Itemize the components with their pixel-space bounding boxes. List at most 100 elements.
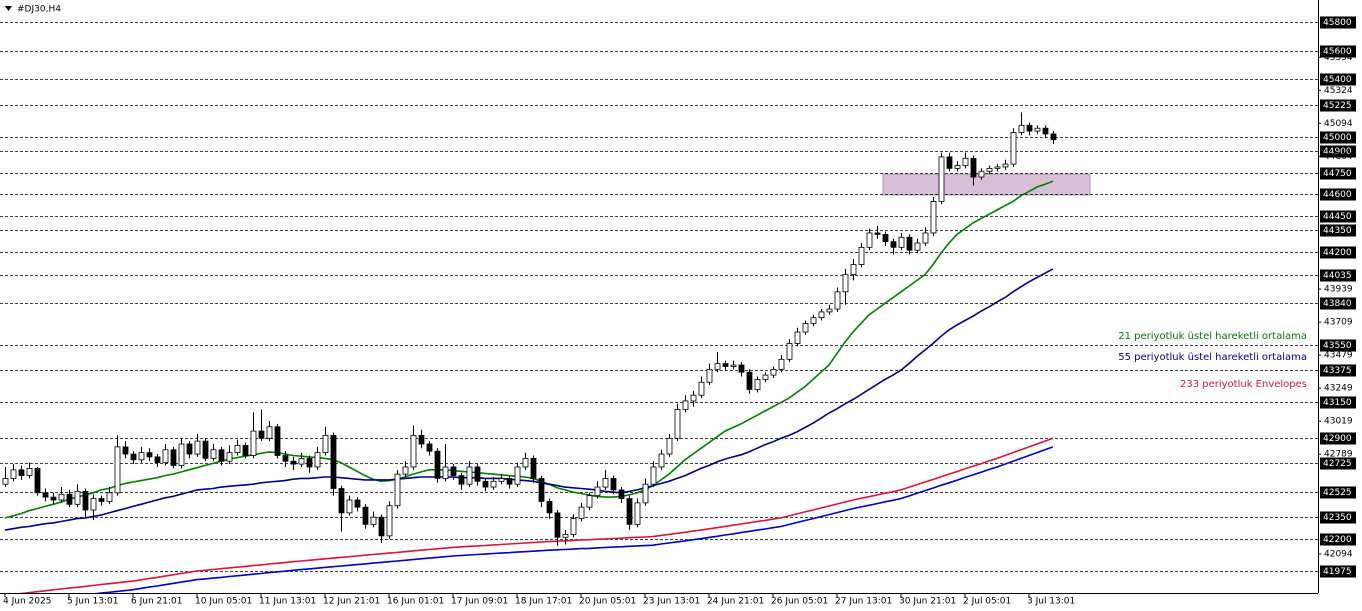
candle-body: [970, 157, 977, 178]
candle-body: [594, 486, 601, 497]
candle-body: [418, 434, 425, 445]
level-label: 45225: [1323, 101, 1352, 111]
candle-body: [26, 467, 33, 476]
candle-body: [690, 394, 697, 402]
candle-body: [490, 480, 497, 488]
candle-body: [914, 242, 921, 251]
legend-entry: 233 periyotluk Envelopes: [1180, 379, 1307, 390]
candle-body: [402, 466, 409, 475]
candle-body: [786, 343, 793, 360]
candle-body: [482, 480, 489, 488]
y-tick-label: 42094: [1324, 549, 1353, 559]
candle-body: [778, 358, 785, 370]
candle-body: [114, 446, 121, 494]
x-tick-label: 26 Jun 05:01: [771, 597, 828, 607]
candle-body: [50, 496, 57, 501]
candle-body: [258, 430, 265, 439]
candle-body: [738, 364, 745, 373]
level-label-box: [1320, 364, 1356, 377]
candle-body: [578, 506, 585, 520]
candle-body: [130, 453, 137, 461]
x-tick-label: 2 Jul 05:01: [963, 597, 1011, 607]
candle-body: [370, 516, 377, 525]
level-label: 44035: [1323, 271, 1352, 281]
candle-body: [818, 311, 825, 319]
candle-body: [514, 466, 521, 485]
level-label-box: [1320, 297, 1356, 310]
y-tick-label: 43709: [1324, 318, 1353, 328]
level-label-box: [1320, 565, 1356, 578]
level-label: 44900: [1323, 147, 1352, 157]
candle-body: [498, 478, 505, 482]
candle-body: [82, 490, 89, 511]
level-label: 43150: [1323, 398, 1352, 408]
level-label-box: [1320, 99, 1356, 112]
candle-body: [1034, 127, 1041, 132]
candle-body: [122, 446, 129, 455]
x-tick-label: 16 Jun 01:01: [387, 597, 444, 607]
candle-body: [634, 502, 641, 525]
level-label: 41975: [1323, 567, 1352, 577]
level-label-box: [1320, 145, 1356, 158]
candle-body: [234, 445, 241, 454]
candle-body: [994, 166, 1001, 169]
candle-body: [674, 409, 681, 439]
level-label: 42525: [1323, 488, 1352, 498]
x-tick-label: 3 Jul 13:01: [1027, 597, 1075, 607]
candle-body: [410, 434, 417, 468]
candle-body: [314, 452, 321, 468]
level-label-box: [1320, 188, 1356, 201]
level-label: 44600: [1323, 190, 1352, 200]
candle-body: [586, 495, 593, 508]
candle-body: [650, 466, 657, 485]
axis-layer: 45800 45600 45400 45225 45000 44900 44750 44600…: [3, 16, 1356, 607]
candle-body: [474, 466, 481, 482]
y-tick-label: 45094: [1324, 119, 1353, 129]
candle-body: [794, 331, 801, 344]
candle-body: [330, 434, 337, 489]
level-label-box: [1320, 457, 1356, 470]
candle-body: [810, 317, 817, 324]
candle-body: [986, 167, 993, 172]
candle-body: [834, 291, 841, 310]
menu-arrow[interactable]: [5, 6, 12, 11]
candle-body: [570, 518, 577, 535]
candle-body: [618, 489, 625, 499]
candle-body: [154, 456, 161, 464]
candle-body: [730, 364, 737, 367]
x-tick-label: 30 Jun 21:01: [899, 597, 956, 607]
candle-body: [90, 498, 97, 511]
candle-body: [554, 512, 561, 538]
level-label-box: [1320, 432, 1356, 445]
chart-title: #DJ30,H4: [17, 5, 61, 15]
candle-body: [602, 478, 609, 488]
price-zone: [882, 173, 1091, 196]
candle-body: [426, 443, 433, 452]
level-label-box: [1320, 486, 1356, 499]
candle-body: [338, 488, 345, 514]
candle-body: [378, 516, 385, 537]
candle-body: [874, 232, 881, 235]
candle-body: [842, 274, 849, 293]
candle-body: [826, 308, 833, 313]
candle-body: [506, 478, 513, 485]
candle-body: [394, 473, 401, 507]
x-tick-label: 6 Jun 21:01: [131, 597, 182, 607]
candle-body: [530, 457, 537, 479]
candle-body: [1026, 124, 1033, 132]
y-tick-label: 44864: [1324, 152, 1353, 162]
candle-body: [1002, 163, 1009, 168]
candle-body: [978, 170, 985, 178]
level-label-box: [1320, 210, 1356, 223]
candle-body: [66, 493, 73, 505]
x-tick-label: 27 Jun 13:01: [835, 597, 892, 607]
candle-body: [346, 499, 353, 514]
level-label: 44450: [1323, 212, 1352, 222]
candle-body: [1010, 132, 1017, 165]
candle-body: [802, 323, 809, 333]
level-label: 44350: [1323, 226, 1352, 236]
candle-body: [746, 371, 753, 390]
level-label-box: [1320, 16, 1356, 29]
candle-body: [754, 378, 761, 390]
